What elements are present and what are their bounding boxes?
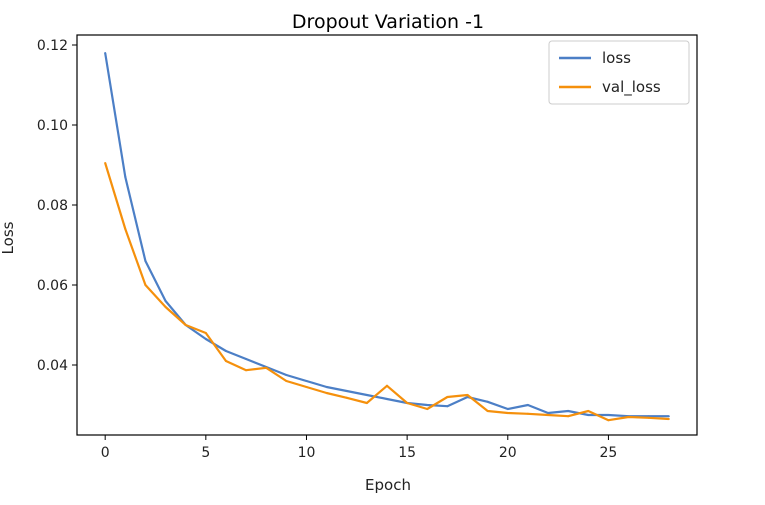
data-point-val-loss	[224, 360, 227, 362]
data-point-val-loss	[526, 412, 529, 415]
data-point-loss	[567, 410, 570, 412]
series-line-val-loss	[104, 162, 669, 422]
data-point-loss	[164, 300, 167, 302]
data-point-val-loss	[305, 386, 308, 388]
data-point-loss	[365, 394, 368, 396]
data-point-val-loss	[285, 380, 288, 382]
data-point-loss	[124, 176, 127, 178]
y-tick-label: 0.08	[37, 198, 68, 214]
y-tick-label: 0.10	[37, 118, 68, 134]
data-point-loss	[224, 350, 227, 352]
y-tick-label: 0.04	[37, 358, 68, 374]
data-point-loss	[446, 405, 449, 408]
y-tick-label: 0.12	[37, 38, 68, 54]
x-tick-label: 10	[298, 445, 316, 461]
data-point-val-loss	[325, 392, 328, 394]
data-point-val-loss	[204, 332, 207, 334]
data-point-val-loss	[567, 415, 570, 418]
data-point-val-loss	[124, 228, 127, 230]
data-point-val-loss	[647, 416, 650, 419]
data-point-val-loss	[547, 414, 550, 416]
x-tick-label: 25	[600, 445, 618, 461]
plot-layer	[104, 52, 670, 422]
x-axis-label: Epoch	[365, 476, 411, 494]
data-point-loss	[305, 380, 308, 382]
data-point-val-loss	[184, 324, 187, 326]
chart-title: Dropout Variation -1	[292, 11, 484, 33]
data-point-val-loss	[265, 366, 268, 369]
data-point-loss	[587, 414, 590, 416]
y-axis-label: Loss	[0, 221, 17, 254]
data-point-val-loss	[365, 402, 368, 404]
data-point-val-loss	[406, 402, 409, 404]
plot-frame	[76, 34, 698, 436]
data-point-val-loss	[587, 410, 590, 412]
data-point-loss	[345, 390, 348, 392]
legend-label-loss: loss	[602, 49, 631, 67]
data-point-val-loss	[426, 408, 429, 410]
data-point-val-loss	[506, 412, 509, 414]
data-point-val-loss	[627, 416, 630, 418]
legend: loss val_loss	[548, 40, 690, 105]
x-tick-label: 0	[101, 445, 110, 461]
data-point-val-loss	[144, 284, 147, 286]
data-point-val-loss	[466, 394, 469, 396]
data-point-val-loss	[486, 410, 489, 412]
data-point-loss	[245, 358, 248, 360]
data-point-loss	[426, 404, 429, 406]
data-point-loss	[526, 404, 529, 406]
data-point-val-loss	[607, 419, 610, 422]
x-tick-label: 20	[499, 445, 517, 461]
data-point-loss	[104, 52, 107, 54]
data-point-loss	[547, 412, 550, 414]
data-point-loss	[506, 408, 509, 410]
data-point-val-loss	[386, 384, 388, 387]
data-point-val-loss	[104, 162, 107, 164]
y-tick-label: 0.06	[37, 278, 68, 294]
x-tick-label: 15	[398, 445, 416, 461]
x-axis: 0 5 10 15 20 25	[101, 435, 618, 461]
data-point-loss	[486, 400, 489, 403]
data-point-val-loss	[667, 418, 670, 420]
legend-label-val-loss: val_loss	[602, 78, 661, 97]
data-point-loss	[667, 415, 670, 418]
series-line-loss	[104, 52, 669, 418]
data-point-loss	[607, 414, 610, 416]
data-point-loss	[325, 386, 328, 388]
y-axis: 0.04 0.06 0.08 0.10 0.12	[37, 38, 77, 374]
data-point-loss	[204, 338, 207, 340]
data-point-loss	[386, 398, 388, 400]
data-point-val-loss	[245, 369, 248, 372]
data-point-val-loss	[345, 396, 348, 399]
data-point-val-loss	[446, 396, 449, 398]
data-point-loss	[144, 260, 147, 262]
data-point-loss	[285, 374, 288, 376]
data-point-val-loss	[164, 306, 167, 308]
x-tick-label: 5	[201, 445, 210, 461]
